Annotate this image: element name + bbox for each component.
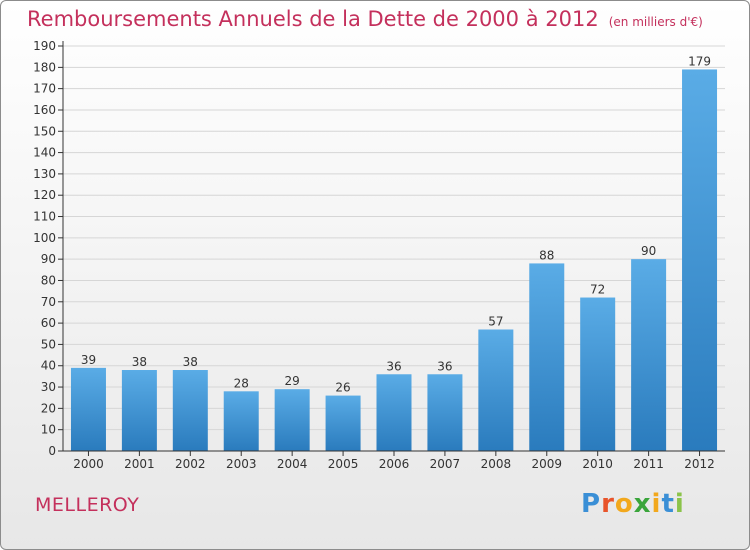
bar	[478, 329, 514, 451]
bar-value-label: 90	[641, 244, 656, 258]
y-tick-label: 20	[41, 401, 56, 415]
y-tick-label: 100	[33, 231, 56, 245]
bar-value-label: 36	[437, 359, 452, 373]
chart-title-text: Remboursements Annuels de la Dette de 20…	[27, 7, 599, 31]
bar	[70, 367, 106, 451]
bar-value-label: 72	[590, 283, 605, 297]
proxiti-logo: Proxiti	[581, 489, 685, 519]
bar-value-label: 28	[234, 376, 249, 390]
logo-letter: i	[674, 489, 685, 519]
bar	[376, 374, 412, 451]
y-tick-label: 130	[33, 167, 56, 181]
y-tick-label: 160	[33, 103, 56, 117]
chart-title: Remboursements Annuels de la Dette de 20…	[27, 7, 703, 31]
y-tick-label: 180	[33, 60, 56, 74]
x-tick-label: 2006	[379, 457, 410, 471]
bar	[172, 370, 208, 451]
bar	[274, 389, 310, 451]
bar-value-label: 39	[81, 353, 96, 367]
bar-value-label: 26	[335, 381, 350, 395]
bar-value-label: 36	[386, 359, 401, 373]
bar	[121, 370, 157, 451]
y-tick-label: 70	[41, 295, 56, 309]
logo-letter: x	[633, 489, 652, 519]
bar	[631, 259, 667, 451]
x-tick-label: 2008	[481, 457, 512, 471]
y-tick-label: 170	[33, 82, 56, 96]
bar	[223, 391, 259, 451]
x-tick-label: 2002	[175, 457, 206, 471]
bar-value-label: 38	[183, 355, 198, 369]
x-tick-label: 2011	[633, 457, 664, 471]
x-tick-label: 2010	[582, 457, 613, 471]
bar	[427, 374, 463, 451]
bar-value-label: 57	[488, 315, 503, 329]
y-tick-label: 60	[41, 316, 56, 330]
y-tick-label: 30	[41, 380, 56, 394]
y-tick-label: 190	[33, 39, 56, 53]
y-tick-label: 0	[48, 444, 56, 458]
unit-note: (en milliers d'€)	[608, 15, 703, 29]
y-tick-label: 140	[33, 146, 56, 160]
x-tick-label: 2009	[531, 457, 562, 471]
x-tick-label: 2012	[684, 457, 715, 471]
y-tick-label: 10	[41, 423, 56, 437]
y-tick-label: 110	[33, 210, 56, 224]
bar	[580, 297, 616, 451]
y-tick-label: 80	[41, 273, 56, 287]
x-tick-label: 2003	[226, 457, 257, 471]
y-tick-label: 120	[33, 188, 56, 202]
y-tick-label: 90	[41, 252, 56, 266]
logo-letter: r	[601, 489, 615, 519]
bar	[325, 395, 361, 451]
town-name: MELLEROY	[35, 494, 140, 516]
logo-letter: P	[581, 489, 602, 519]
x-tick-label: 2001	[124, 457, 155, 471]
x-tick-label: 2004	[277, 457, 308, 471]
y-tick-label: 50	[41, 337, 56, 351]
bar	[682, 69, 718, 452]
y-tick-label: 40	[41, 359, 56, 373]
bar	[529, 263, 565, 451]
bar-value-label: 88	[539, 248, 554, 262]
x-tick-label: 2007	[430, 457, 461, 471]
bar-value-label: 29	[285, 374, 300, 388]
x-tick-label: 2000	[73, 457, 104, 471]
logo-letter: i	[651, 489, 662, 519]
x-tick-label: 2005	[328, 457, 359, 471]
logo-letter: o	[614, 489, 634, 519]
y-tick-label: 150	[33, 124, 56, 138]
logo-letter: t	[661, 489, 675, 519]
bar-value-label: 179	[688, 54, 711, 68]
bar-value-label: 38	[132, 355, 147, 369]
